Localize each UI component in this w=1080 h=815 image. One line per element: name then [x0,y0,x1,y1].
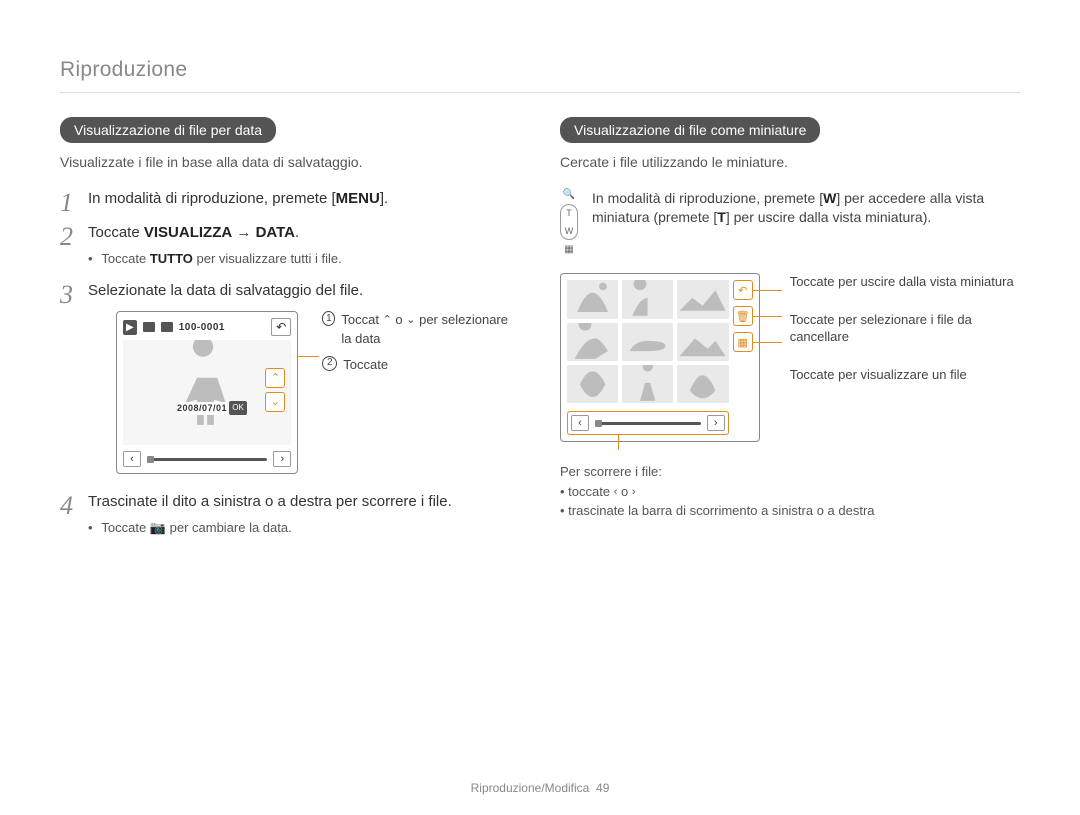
thumb-cell[interactable] [567,280,618,318]
thumb-prev[interactable]: ‹ [571,415,589,431]
thumb-cell[interactable] [622,365,673,403]
step-4-sub: • Toccate 📷 per cambiare la data. [88,519,520,537]
pill-left: Visualizzazione di file per data [60,117,276,143]
thumb-cell[interactable] [622,323,673,361]
legend-right: Toccate per uscire dalla vista miniatura… [790,273,1020,403]
intro-left: Visualizzate i file in base alla data di… [60,153,520,171]
step-1-text: In modalità di riproduzione, premete [ [88,190,336,207]
wt-text: In modalità di riproduzione, premete [W]… [592,189,1020,227]
step-2-sub: • Toccate TUTTO per visualizzare tutti i… [88,250,520,268]
step-4: 4 Trascinate il dito a sinistra o a dest… [60,492,520,536]
file-counter: 100-0001 [179,321,225,335]
thumb-scrollbar[interactable] [595,422,701,425]
col-right: Visualizzazione di file come miniature C… [560,117,1020,550]
camera-screen: ▶ 100-0001 ↶ 2008/07/01 OK [116,311,298,474]
thumb-cell[interactable] [677,365,728,403]
thumb-next[interactable]: › [707,415,725,431]
menu-label: MENU [336,190,380,207]
date-label: 2008/07/01 [177,402,227,414]
wt-rocker[interactable]: T W [560,204,578,240]
intro-right: Cercate i file utilizzando le miniature. [560,153,1020,171]
exit-thumb-button[interactable]: ↶ [733,280,753,300]
page-header: Riproduzione [60,58,1020,93]
step-2: 2 Toccate VISUALIZZA → DATA. • Toccate T… [60,223,520,267]
battery-icon [143,322,155,332]
down-button[interactable]: ⌄ [265,392,285,412]
step-3: 3 Selezionate la data di salvataggio del… [60,281,520,474]
thumb-cell[interactable] [677,323,728,361]
thumb-cell[interactable] [567,323,618,361]
t-label: T [566,208,572,218]
thumb-cell[interactable] [677,280,728,318]
legend-left: 1 Toccat ⌃ o ⌄ per selezionare la data 2… [322,311,520,382]
play-icon: ▶ [123,320,137,336]
next-button[interactable]: › [273,451,291,467]
back-icon[interactable]: ↶ [271,318,291,336]
col-left: Visualizzazione di file per data Visuali… [60,117,520,550]
ok-button[interactable]: OK [229,401,247,415]
delete-button[interactable]: 🗑 [733,306,753,326]
thumb-cell[interactable] [567,365,618,403]
thumb-cell[interactable] [622,280,673,318]
up-button[interactable]: ⌃ [265,368,285,388]
view-button[interactable]: ▦ [733,332,753,352]
page-footer: Riproduzione/Modifica 49 [0,781,1080,795]
w-label: W [565,226,574,236]
badge-icon [161,322,173,332]
step-1: 1 In modalità di riproduzione, premete [… [60,189,520,209]
pill-right: Visualizzazione di file come miniature [560,117,820,143]
zoom-control: 🔍 T W ▦ [560,189,578,255]
prev-button[interactable]: ‹ [123,451,141,467]
thumbnail-grid: ↶ 🗑 ▦ ‹ › [560,273,760,442]
scroll-notes: Per scorrere i file: • toccate ‹ o › • t… [560,462,1020,521]
scrollbar[interactable] [147,458,267,461]
